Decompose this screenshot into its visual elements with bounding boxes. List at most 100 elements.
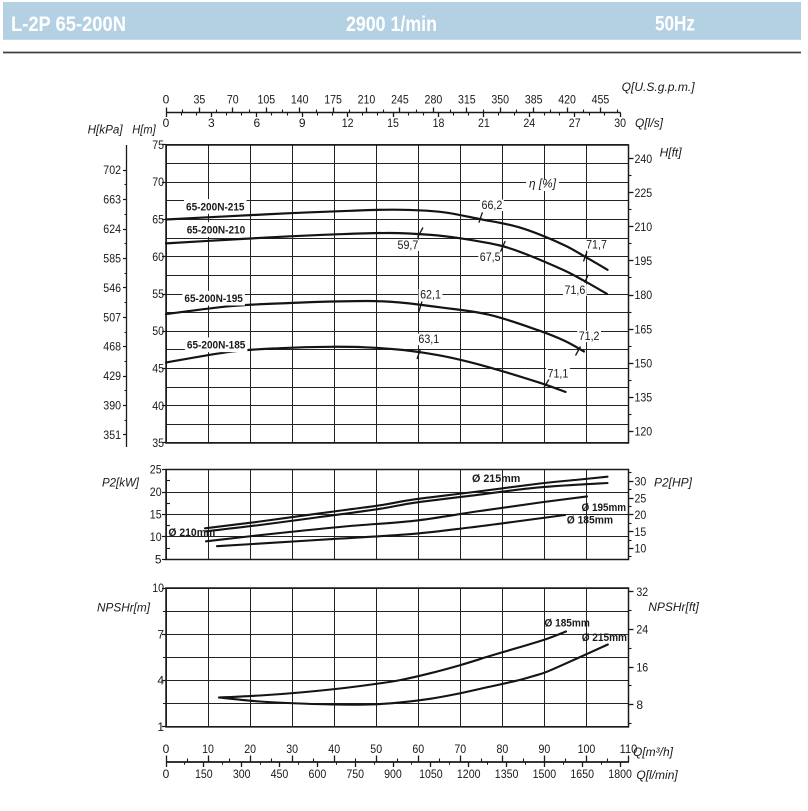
- svg-text:50Hz: 50Hz: [655, 13, 695, 36]
- svg-text:66,2: 66,2: [482, 198, 503, 212]
- svg-text:59,7: 59,7: [398, 238, 419, 252]
- svg-text:450: 450: [271, 767, 289, 781]
- svg-text:8: 8: [636, 698, 643, 712]
- svg-text:24: 24: [523, 116, 535, 130]
- svg-text:624: 624: [103, 222, 121, 236]
- svg-text:150: 150: [195, 767, 213, 781]
- svg-text:16: 16: [636, 660, 648, 674]
- svg-text:65-200N-215: 65-200N-215: [186, 201, 245, 213]
- svg-text:Q[l/s]: Q[l/s]: [635, 116, 664, 130]
- svg-text:65-200N-210: 65-200N-210: [187, 224, 246, 236]
- svg-text:P2[kW]: P2[kW]: [102, 476, 140, 490]
- svg-text:62,1: 62,1: [420, 288, 441, 302]
- svg-text:120: 120: [635, 425, 653, 439]
- svg-text:30: 30: [614, 116, 626, 130]
- svg-text:25: 25: [150, 463, 162, 477]
- svg-text:280: 280: [425, 93, 443, 107]
- svg-text:2900 1/min: 2900 1/min: [346, 13, 437, 36]
- svg-text:50: 50: [370, 742, 382, 756]
- svg-text:Q[l/min]: Q[l/min]: [636, 768, 678, 782]
- svg-text:15: 15: [635, 525, 647, 539]
- svg-text:385: 385: [525, 93, 543, 107]
- svg-text:5: 5: [155, 553, 162, 567]
- svg-text:1800: 1800: [608, 767, 632, 781]
- svg-text:12: 12: [342, 116, 354, 130]
- svg-text:90: 90: [539, 742, 551, 756]
- svg-text:195: 195: [635, 254, 653, 268]
- svg-text:175: 175: [324, 93, 342, 107]
- svg-text:105: 105: [257, 93, 275, 107]
- svg-text:315: 315: [458, 93, 476, 107]
- svg-text:210: 210: [635, 220, 653, 234]
- svg-text:750: 750: [346, 767, 364, 781]
- svg-text:63,1: 63,1: [418, 332, 439, 346]
- svg-text:71,2: 71,2: [579, 329, 600, 343]
- svg-text:24: 24: [636, 623, 648, 637]
- svg-text:663: 663: [103, 193, 121, 207]
- svg-text:20: 20: [635, 508, 647, 522]
- svg-text:15: 15: [387, 116, 399, 130]
- svg-text:Ø 215mm: Ø 215mm: [582, 632, 627, 644]
- svg-text:1200: 1200: [457, 767, 481, 781]
- svg-text:6: 6: [253, 116, 260, 130]
- svg-text:420: 420: [558, 93, 576, 107]
- svg-text:71,7: 71,7: [586, 238, 607, 252]
- svg-text:546: 546: [103, 281, 121, 295]
- svg-text:455: 455: [592, 93, 610, 107]
- svg-text:η [%]: η [%]: [529, 177, 557, 191]
- svg-text:300: 300: [233, 767, 251, 781]
- svg-text:1: 1: [157, 720, 164, 734]
- svg-text:P2[HP]: P2[HP]: [654, 476, 693, 490]
- svg-text:35: 35: [194, 93, 206, 107]
- svg-text:NPSHr[m]: NPSHr[m]: [97, 600, 151, 614]
- svg-text:40: 40: [328, 742, 340, 756]
- svg-text:350: 350: [491, 93, 509, 107]
- svg-text:35: 35: [152, 436, 164, 450]
- svg-text:135: 135: [635, 390, 653, 404]
- svg-text:20: 20: [244, 742, 256, 756]
- svg-text:900: 900: [384, 767, 402, 781]
- svg-text:30: 30: [635, 475, 647, 489]
- svg-text:1500: 1500: [533, 767, 557, 781]
- svg-text:20: 20: [150, 485, 162, 499]
- svg-text:Ø 185mm: Ø 185mm: [545, 618, 590, 630]
- svg-text:100: 100: [578, 742, 596, 756]
- svg-text:10: 10: [152, 581, 164, 595]
- svg-text:10: 10: [150, 530, 162, 544]
- svg-text:H[kPa]: H[kPa]: [88, 122, 124, 136]
- svg-text:429: 429: [103, 369, 121, 383]
- svg-text:60: 60: [152, 250, 164, 264]
- svg-text:0: 0: [163, 116, 170, 130]
- svg-text:1050: 1050: [419, 767, 443, 781]
- svg-text:Ø 185mm: Ø 185mm: [567, 515, 614, 527]
- svg-text:351: 351: [103, 428, 121, 442]
- svg-text:H[m]: H[m]: [132, 122, 156, 136]
- svg-text:H[ft]: H[ft]: [660, 146, 683, 160]
- svg-text:55: 55: [152, 287, 164, 301]
- svg-text:585: 585: [103, 252, 121, 266]
- svg-text:110: 110: [620, 742, 638, 756]
- svg-text:245: 245: [391, 93, 409, 107]
- svg-text:7: 7: [157, 627, 164, 641]
- svg-text:45: 45: [152, 362, 164, 376]
- svg-text:10: 10: [635, 542, 647, 556]
- svg-text:50: 50: [152, 324, 164, 338]
- svg-text:75: 75: [152, 138, 164, 152]
- svg-text:40: 40: [152, 399, 164, 413]
- svg-text:70: 70: [152, 175, 164, 189]
- svg-text:Ø 215mm: Ø 215mm: [472, 473, 521, 485]
- svg-text:71,1: 71,1: [548, 366, 569, 380]
- svg-text:390: 390: [103, 399, 121, 413]
- svg-text:70: 70: [454, 742, 466, 756]
- svg-text:210: 210: [358, 93, 376, 107]
- svg-text:0: 0: [163, 93, 170, 107]
- svg-text:180: 180: [635, 288, 653, 302]
- svg-text:10: 10: [202, 742, 214, 756]
- svg-text:Q[U.S.g.p.m.]: Q[U.S.g.p.m.]: [622, 80, 696, 94]
- svg-text:Ø 210mm: Ø 210mm: [168, 527, 215, 539]
- svg-text:3: 3: [208, 116, 215, 130]
- svg-text:9: 9: [299, 116, 306, 130]
- svg-text:Q[m³/h]: Q[m³/h]: [633, 745, 674, 759]
- svg-text:65-200N-185: 65-200N-185: [187, 340, 246, 352]
- svg-text:L-2P 65-200N: L-2P 65-200N: [11, 13, 126, 36]
